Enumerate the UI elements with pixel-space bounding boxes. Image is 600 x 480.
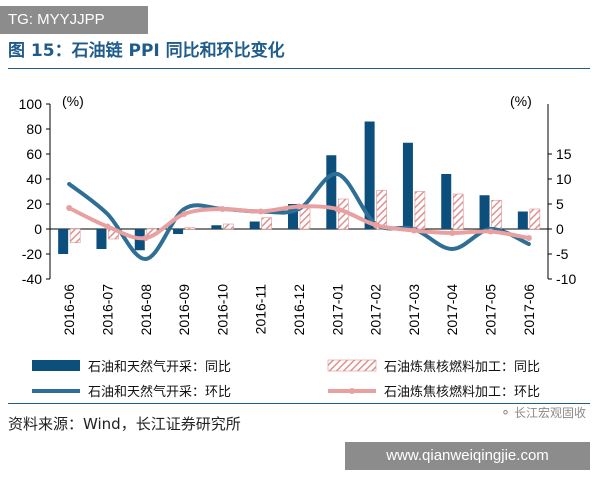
left-tick-label: -40 bbox=[22, 271, 42, 287]
x-tick-label: 2016-09 bbox=[176, 284, 192, 336]
brand-watermark-text: 长江宏观固收 bbox=[513, 406, 586, 420]
left-axis-unit: (%) bbox=[62, 93, 84, 109]
bar-refining-yoy bbox=[184, 227, 196, 230]
point-refining-mom bbox=[66, 205, 73, 211]
point-refining-mom bbox=[372, 222, 379, 228]
bar-oil-gas-yoy bbox=[479, 195, 490, 229]
x-tick-label: 2016-07 bbox=[99, 284, 115, 336]
x-tick-label: 2016-11 bbox=[253, 284, 269, 335]
legend-swatch-oil-gas-yoy bbox=[32, 360, 80, 371]
point-refining-mom bbox=[296, 203, 302, 210]
point-refining-mom bbox=[410, 227, 417, 234]
right-tick-label: 5 bbox=[556, 196, 564, 212]
bar-oil-gas-yoy bbox=[402, 142, 413, 229]
title-rule bbox=[8, 68, 590, 69]
x-tick-label: 2016-10 bbox=[214, 284, 230, 336]
site-url: www.qianweiqingjie.com bbox=[345, 442, 590, 470]
bar-oil-gas-yoy bbox=[96, 229, 107, 249]
bar-refining-yoy bbox=[529, 208, 541, 230]
point-refining-mom bbox=[104, 223, 111, 230]
bar-refining-yoy bbox=[491, 199, 502, 230]
point-refining-mom bbox=[181, 211, 188, 217]
bar-oil-gas-yoy bbox=[326, 155, 337, 229]
left-tick-label: -20 bbox=[22, 246, 42, 262]
bar-refining-yoy bbox=[376, 189, 387, 230]
bar-oil-gas-yoy bbox=[249, 221, 260, 229]
right-tick-label: -5 bbox=[556, 246, 569, 262]
bar-oil-gas-yoy bbox=[211, 225, 222, 229]
bar-refining-yoy bbox=[69, 228, 81, 244]
left-tick-label: 20 bbox=[26, 196, 42, 212]
legend-swatch-refining-yoy bbox=[327, 359, 377, 372]
legend-label: 石油和天然气开采：环比 bbox=[88, 384, 231, 400]
right-tick-label: -10 bbox=[556, 271, 576, 287]
x-tick-label: 2016-06 bbox=[61, 284, 77, 336]
bar-oil-gas-yoy bbox=[173, 229, 184, 234]
chart: 100 80 60 40 20 0 -20 -40 (%) 15 10 5 0 -5 -10 (%) 2016… bbox=[19, 93, 577, 400]
bar-oil-gas-yoy bbox=[364, 121, 375, 229]
right-tick-label: 15 bbox=[556, 146, 572, 162]
bottom-rule bbox=[8, 403, 590, 404]
x-tick-label: 2017-06 bbox=[521, 284, 537, 336]
left-tick-label: 40 bbox=[26, 171, 42, 187]
bar-oil-gas-yoy bbox=[288, 204, 298, 229]
bar-oil-gas-yoy bbox=[441, 174, 452, 229]
bar-refining-yoy bbox=[414, 191, 426, 230]
point-refining-mom bbox=[487, 228, 494, 235]
right-tick-label: 0 bbox=[556, 221, 564, 237]
bar-refining-yoy bbox=[299, 207, 311, 230]
x-tick-label: 2017-01 bbox=[329, 284, 345, 336]
x-tick-label: 2017-05 bbox=[483, 284, 499, 336]
right-axis-unit: (%) bbox=[510, 93, 532, 109]
watermark-tag: TG: MYYJJPP bbox=[0, 6, 148, 34]
legend-label: 石油炼焦核燃料加工：同比 bbox=[384, 359, 540, 375]
left-tick-label: 0 bbox=[34, 221, 42, 237]
x-tick-label: 2017-02 bbox=[368, 284, 384, 336]
bar-refining-yoy bbox=[261, 217, 272, 230]
source-note: 资料来源：Wind，长江证券研究所 bbox=[8, 415, 241, 433]
bar-refining-yoy bbox=[452, 193, 464, 230]
right-tick-label: 10 bbox=[556, 171, 572, 187]
brand-watermark: ⚬ 长江宏观固收 bbox=[500, 404, 586, 421]
point-refining-mom bbox=[525, 235, 532, 241]
left-tick-label: 80 bbox=[26, 121, 42, 137]
point-refining-mom bbox=[334, 206, 341, 212]
legend-label: 石油和天然气开采：同比 bbox=[88, 359, 231, 375]
x-tick-label: 2016-12 bbox=[291, 284, 307, 336]
left-tick-label: 60 bbox=[26, 146, 42, 162]
bar-oil-gas-yoy bbox=[58, 229, 69, 254]
point-refining-mom bbox=[257, 208, 264, 215]
legend-marker-refining-mom bbox=[349, 388, 355, 394]
x-tick-label: 2017-03 bbox=[406, 284, 422, 336]
left-tick-label: 100 bbox=[19, 96, 43, 112]
point-refining-mom bbox=[142, 235, 149, 241]
point-refining-mom bbox=[219, 206, 226, 212]
legend-label: 石油炼焦核燃料加工：环比 bbox=[384, 384, 540, 400]
point-refining-mom bbox=[449, 230, 456, 236]
figure-title: 图 15：石油链 PPI 同比和环比变化 bbox=[8, 41, 285, 61]
bar-refining-yoy bbox=[223, 223, 234, 230]
wechat-icon: ⚬ bbox=[500, 406, 511, 421]
x-tick-label: 2016-08 bbox=[138, 284, 154, 336]
x-tick-label: 2017-04 bbox=[444, 284, 460, 336]
bar-oil-gas-yoy bbox=[517, 211, 528, 229]
